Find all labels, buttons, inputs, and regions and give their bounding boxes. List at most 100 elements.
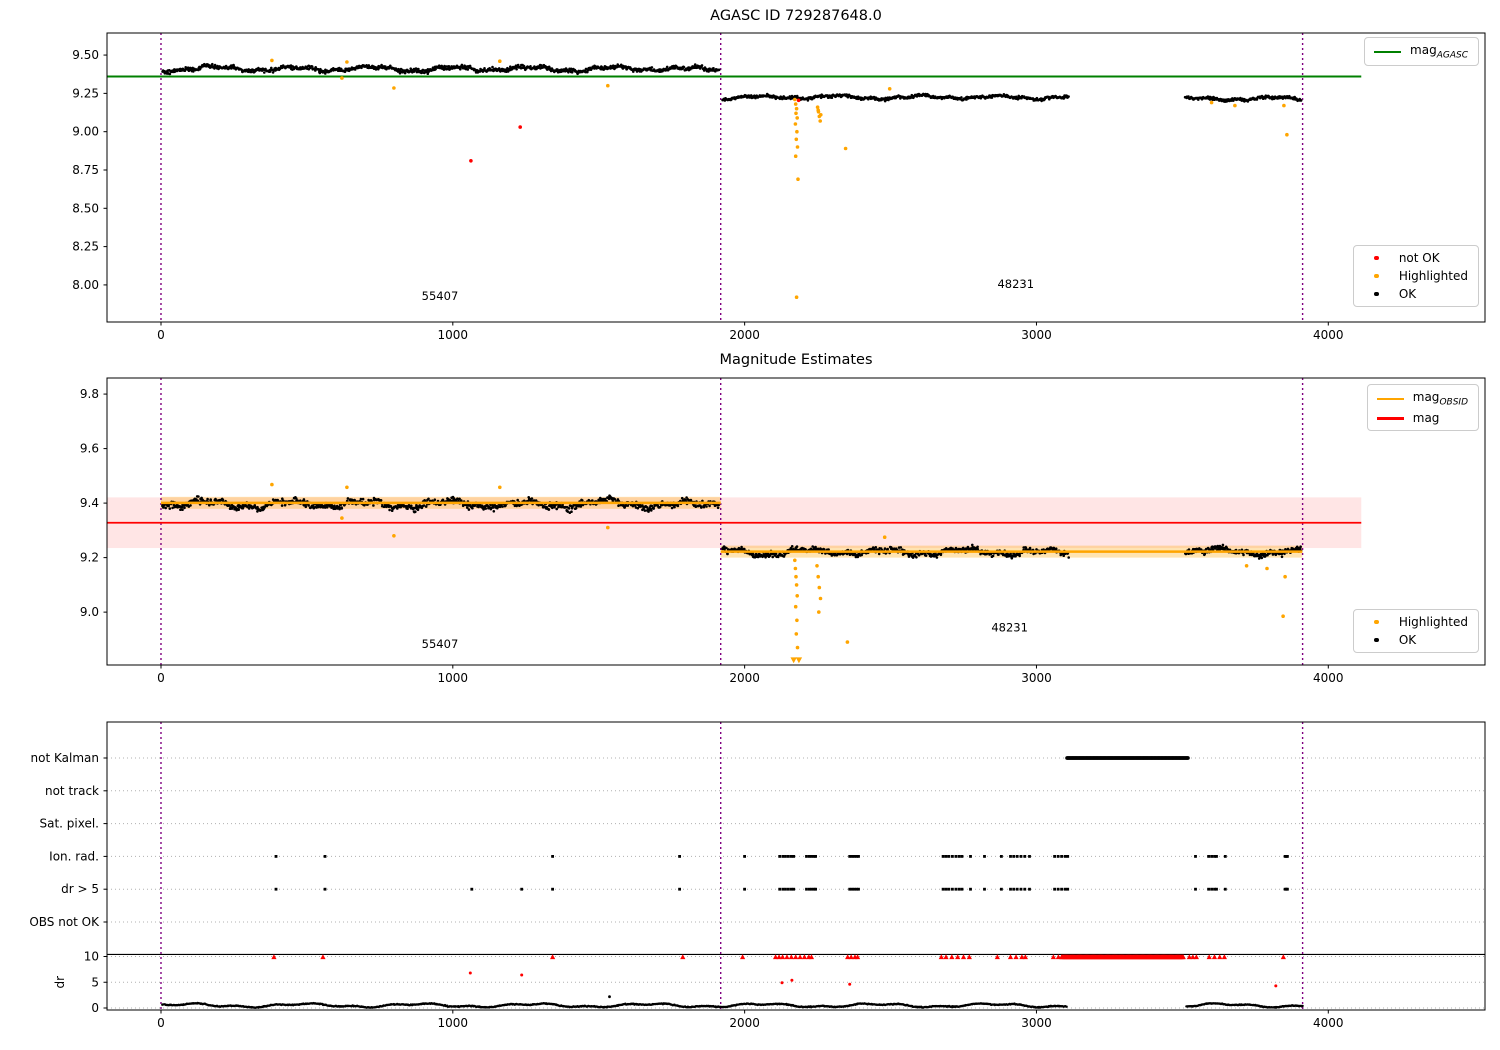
panel2-frame-g <box>106 377 1486 666</box>
panel2-x-tick: 2000 <box>729 671 760 685</box>
legend-marker-swatch <box>1363 273 1390 279</box>
panel1-x-axis: 0 1000 2000 3000 4000 <box>157 322 1344 342</box>
panel1-y-axis: 9.50 9.25 9.00 8.75 8.50 8.25 8.00 <box>72 48 107 292</box>
panel3-dr5-points <box>274 887 1289 891</box>
obsid-label: 55407 <box>422 289 459 303</box>
legend-item: magOBSID <box>1376 390 1468 407</box>
panel2-y-tick: 9.0 <box>80 605 99 619</box>
panel1-notok-points <box>469 98 801 163</box>
panel1-x-tick: 4000 <box>1313 328 1344 342</box>
dr-tick: 0 <box>91 1001 99 1015</box>
panel3-gridlines <box>107 757 1485 1009</box>
legend-mag-lines: magOBSID mag <box>1366 384 1479 432</box>
panel1-frame <box>106 32 1486 323</box>
panel3-x-tick: 3000 <box>1021 1016 1052 1030</box>
obsid-label: 48231 <box>991 621 1028 635</box>
panel2-x-axis: 0 1000 2000 3000 4000 <box>157 665 1344 685</box>
panel3-dr-red-clipped <box>271 954 1286 960</box>
legend-item: magAGASC <box>1374 43 1468 60</box>
panel1-y-tick: 9.50 <box>72 48 99 62</box>
legend-line-swatch <box>1374 50 1402 53</box>
panel2-clipped-markers <box>790 657 803 664</box>
flag-row-label: Ion. rad. <box>49 849 99 863</box>
legend-line-swatch <box>1376 397 1404 400</box>
panel3-x-tick: 2000 <box>729 1016 760 1030</box>
obsid-label: 48231 <box>997 277 1034 291</box>
panel3-x-tick: 0 <box>157 1016 165 1030</box>
panel1-frame-g <box>106 32 1486 323</box>
obsid-label: 55407 <box>422 637 459 651</box>
panel2-x-tick: 1000 <box>438 671 469 685</box>
panel2-x-tick: 4000 <box>1313 671 1344 685</box>
panel2-y-tick: 9.6 <box>80 442 99 456</box>
panel2-x-tick: 0 <box>157 671 165 685</box>
panel1-x-tick: 0 <box>157 328 165 342</box>
legend-item: Highlighted <box>1363 269 1468 283</box>
panel2-y-tick: 9.2 <box>80 551 99 565</box>
flag-row-label: not track <box>45 784 99 798</box>
panel1-x-tick: 1000 <box>438 328 469 342</box>
dr-axis-label: dr <box>53 976 67 989</box>
panel3-x-axis: 0 1000 2000 3000 4000 <box>157 1010 1344 1030</box>
panel2-annotations: 55407 48231 <box>422 621 1028 651</box>
panel2-x-tick: 3000 <box>1021 671 1052 685</box>
legend-label: mag <box>1412 411 1440 426</box>
legend-item: not OK <box>1363 251 1468 265</box>
legend-label: OK <box>1398 287 1417 301</box>
panel1-y-tick: 8.75 <box>72 163 99 177</box>
legend-marker-swatch <box>1363 291 1390 297</box>
panel3-dr-label: dr <box>53 976 67 989</box>
panel2-frame <box>106 377 1486 666</box>
clipped-low-triangle <box>790 657 797 664</box>
flag-row-label: Sat. pixel. <box>39 817 99 831</box>
clipped-low-triangle <box>795 657 803 664</box>
legend-line-swatch <box>1376 417 1404 420</box>
panel3-x-tick: 4000 <box>1313 1016 1344 1030</box>
legend-item: mag <box>1376 411 1468 426</box>
panel1-x-tick: 2000 <box>729 328 760 342</box>
legend-marker-swatch <box>1363 255 1390 261</box>
panel2-title: Magnitude Estimates <box>719 352 873 368</box>
legend-highlighted-ok: Highlighted OK <box>1352 609 1479 653</box>
panel1-y-tick: 8.25 <box>72 240 99 254</box>
legend-item: OK <box>1363 633 1468 647</box>
flag-row-label: OBS not OK <box>29 915 100 929</box>
panel3-dr-trace <box>161 995 1304 1009</box>
dr-tick: 10 <box>84 950 99 964</box>
panel3-vlines <box>160 722 1304 1010</box>
dr-tick: 5 <box>91 975 99 989</box>
panel1-y-tick: 8.00 <box>72 278 99 292</box>
legend-point-status: not OK Highlighted OK <box>1352 245 1479 307</box>
legend-label: not OK <box>1398 251 1440 265</box>
panel1-y-tick: 9.25 <box>72 86 99 100</box>
panel1-annotations: 55407 48231 <box>422 277 1034 303</box>
panel2-y-axis: 9.8 9.6 9.4 9.2 9.0 <box>80 387 107 619</box>
panel3-ion-rad-points <box>274 855 1289 858</box>
panel3-row-labels: not Kalman not track Sat. pixel. Ion. rad. d… <box>29 751 107 1015</box>
panel2-y-tick: 9.8 <box>80 387 99 401</box>
panel1-y-tick: 9.00 <box>72 125 99 139</box>
panel3-dr-red-mid <box>468 971 1278 988</box>
panel1-title: AGASC ID 729287648.0 <box>710 8 882 24</box>
panel3-x-tick: 1000 <box>438 1016 469 1030</box>
legend-item: Highlighted <box>1363 615 1468 629</box>
panel3-frame-g <box>106 721 1486 1011</box>
legend-marker-swatch <box>1363 619 1390 625</box>
panel2-highlighted-points <box>270 482 1287 650</box>
panel2-obsid-line <box>160 501 1303 553</box>
panel1-ok-points <box>161 62 1303 103</box>
legend-label: Highlighted <box>1398 615 1468 629</box>
panel1-y-tick: 8.50 <box>72 201 99 215</box>
legend-marker-swatch <box>1363 637 1390 643</box>
legend-item: OK <box>1363 287 1468 301</box>
panel1-x-tick: 3000 <box>1021 328 1052 342</box>
flag-row-label: not Kalman <box>31 751 99 765</box>
legend-label: OK <box>1398 633 1417 647</box>
panel3-not-kalman-run <box>1065 756 1190 760</box>
panel3-frame <box>106 721 1486 1011</box>
legend-label: magAGASC <box>1410 43 1468 61</box>
panel1-highlighted-points <box>270 58 1289 300</box>
legend-mag-agasc: magAGASC <box>1364 37 1479 67</box>
